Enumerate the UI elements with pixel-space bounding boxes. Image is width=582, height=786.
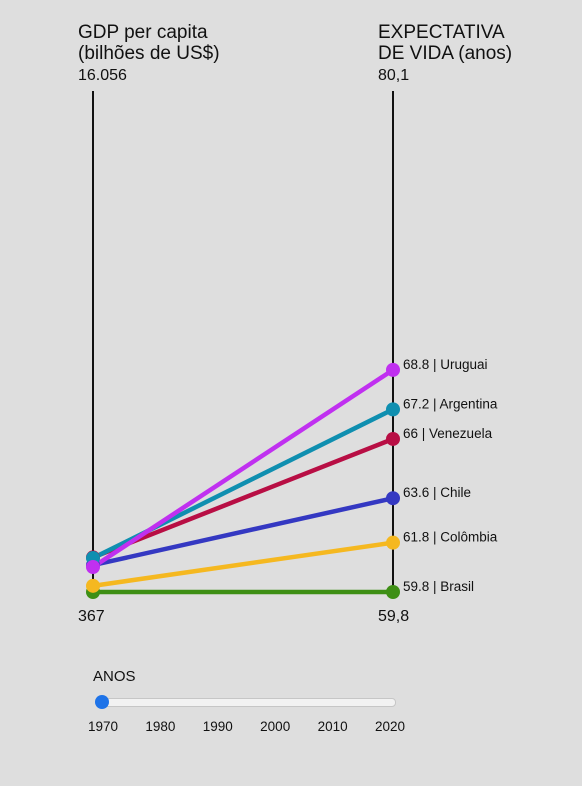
year-tick-label[interactable]: 1980 <box>145 719 176 734</box>
series-label-3: 63.6 | Chile <box>403 485 471 500</box>
series-label-0: 68.8 | Uruguai <box>403 357 488 372</box>
series-line-2 <box>92 436 394 560</box>
series-point-left-4[interactable] <box>86 578 100 593</box>
year-tick-label[interactable]: 2000 <box>260 719 291 734</box>
left-axis-max-label: 16.056 <box>78 67 127 84</box>
right-axis-title: EXPECTATIVA DE VIDA (anos) <box>378 22 513 64</box>
series-label-1: 67.2 | Argentina <box>403 396 498 411</box>
series-line-3 <box>92 496 394 568</box>
series-point-left-0[interactable] <box>86 559 100 574</box>
series-line-0 <box>91 368 395 569</box>
series-point-right-3[interactable] <box>386 491 400 506</box>
year-slider-thumb[interactable] <box>95 695 109 709</box>
right-axis-min-label: 59,8 <box>378 608 410 625</box>
series-point-right-5[interactable] <box>386 585 400 599</box>
left-axis-title: GDP per capita (bilhões de US$) <box>78 22 220 64</box>
slider-label: ANOS <box>93 668 136 685</box>
series-point-right-2[interactable] <box>386 431 400 446</box>
series-label-5: 59.8 | Brasil <box>403 579 474 594</box>
series-label-2: 66 | Venezuela <box>403 426 493 441</box>
year-tick-label[interactable]: 1990 <box>202 719 233 734</box>
series-line-4 <box>92 540 394 589</box>
year-tick-label[interactable]: 2020 <box>374 719 406 734</box>
year-tick-label[interactable]: 2010 <box>317 719 348 734</box>
series-point-right-4[interactable] <box>386 535 400 550</box>
right-axis-max-label: 80,1 <box>378 67 410 84</box>
series-point-right-0[interactable] <box>386 362 400 377</box>
left-axis-min-label: 367 <box>78 608 105 625</box>
year-tick-label[interactable]: 1970 <box>87 719 119 734</box>
series-label-4: 61.8 | Colômbia <box>403 530 498 545</box>
year-slider-track[interactable] <box>97 698 396 707</box>
series-point-right-1[interactable] <box>386 402 400 417</box>
